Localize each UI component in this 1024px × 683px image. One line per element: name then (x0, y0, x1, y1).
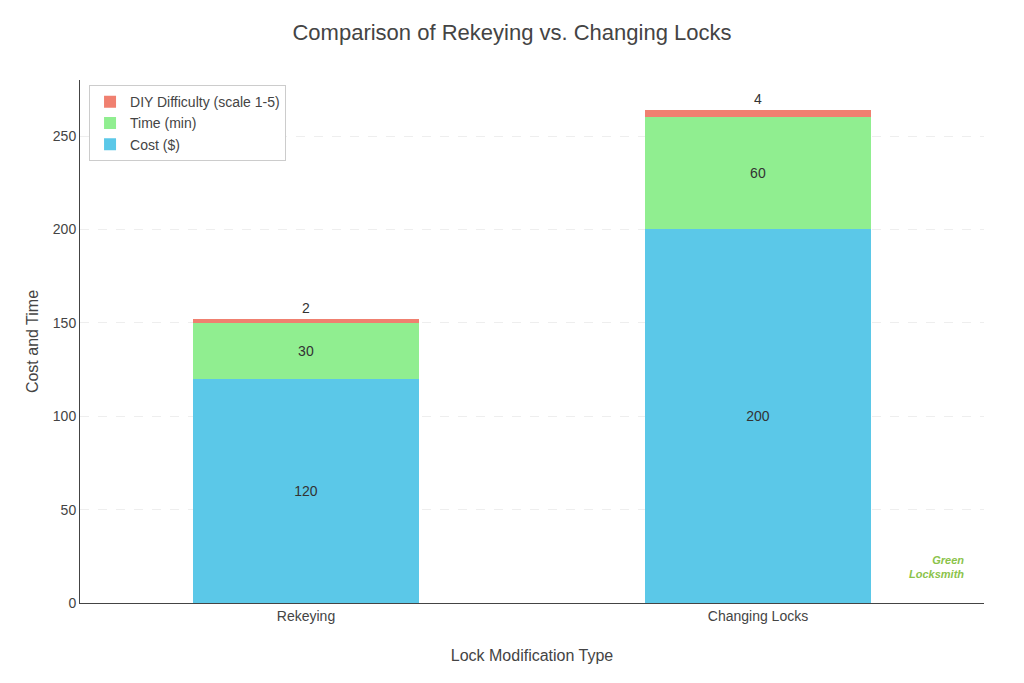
svg-text:50: 50 (61, 502, 77, 518)
svg-text:4: 4 (754, 91, 762, 107)
svg-text:30: 30 (298, 343, 314, 359)
svg-text:60: 60 (750, 165, 766, 181)
svg-text:Time (min): Time (min) (130, 115, 196, 131)
svg-text:120: 120 (294, 483, 318, 499)
svg-text:200: 200 (53, 221, 77, 237)
svg-text:200: 200 (746, 408, 770, 424)
svg-text:Lock Modification Type: Lock Modification Type (451, 647, 614, 664)
svg-text:DIY Difficulty (scale 1-5): DIY Difficulty (scale 1-5) (130, 94, 280, 110)
svg-text:150: 150 (53, 315, 77, 331)
svg-text:Changing Locks: Changing Locks (708, 608, 808, 624)
svg-text:GreenLocksmith: GreenLocksmith (909, 554, 964, 580)
svg-text:Cost ($): Cost ($) (130, 137, 180, 153)
svg-text:Cost and Time: Cost and Time (24, 290, 41, 393)
svg-text:0: 0 (68, 595, 76, 611)
svg-text:Comparison of Rekeying vs. Cha: Comparison of Rekeying vs. Changing Lock… (292, 20, 731, 45)
svg-text:Rekeying: Rekeying (277, 608, 335, 624)
svg-text:100: 100 (53, 408, 77, 424)
svg-text:2: 2 (302, 300, 310, 316)
svg-text:250: 250 (53, 128, 77, 144)
